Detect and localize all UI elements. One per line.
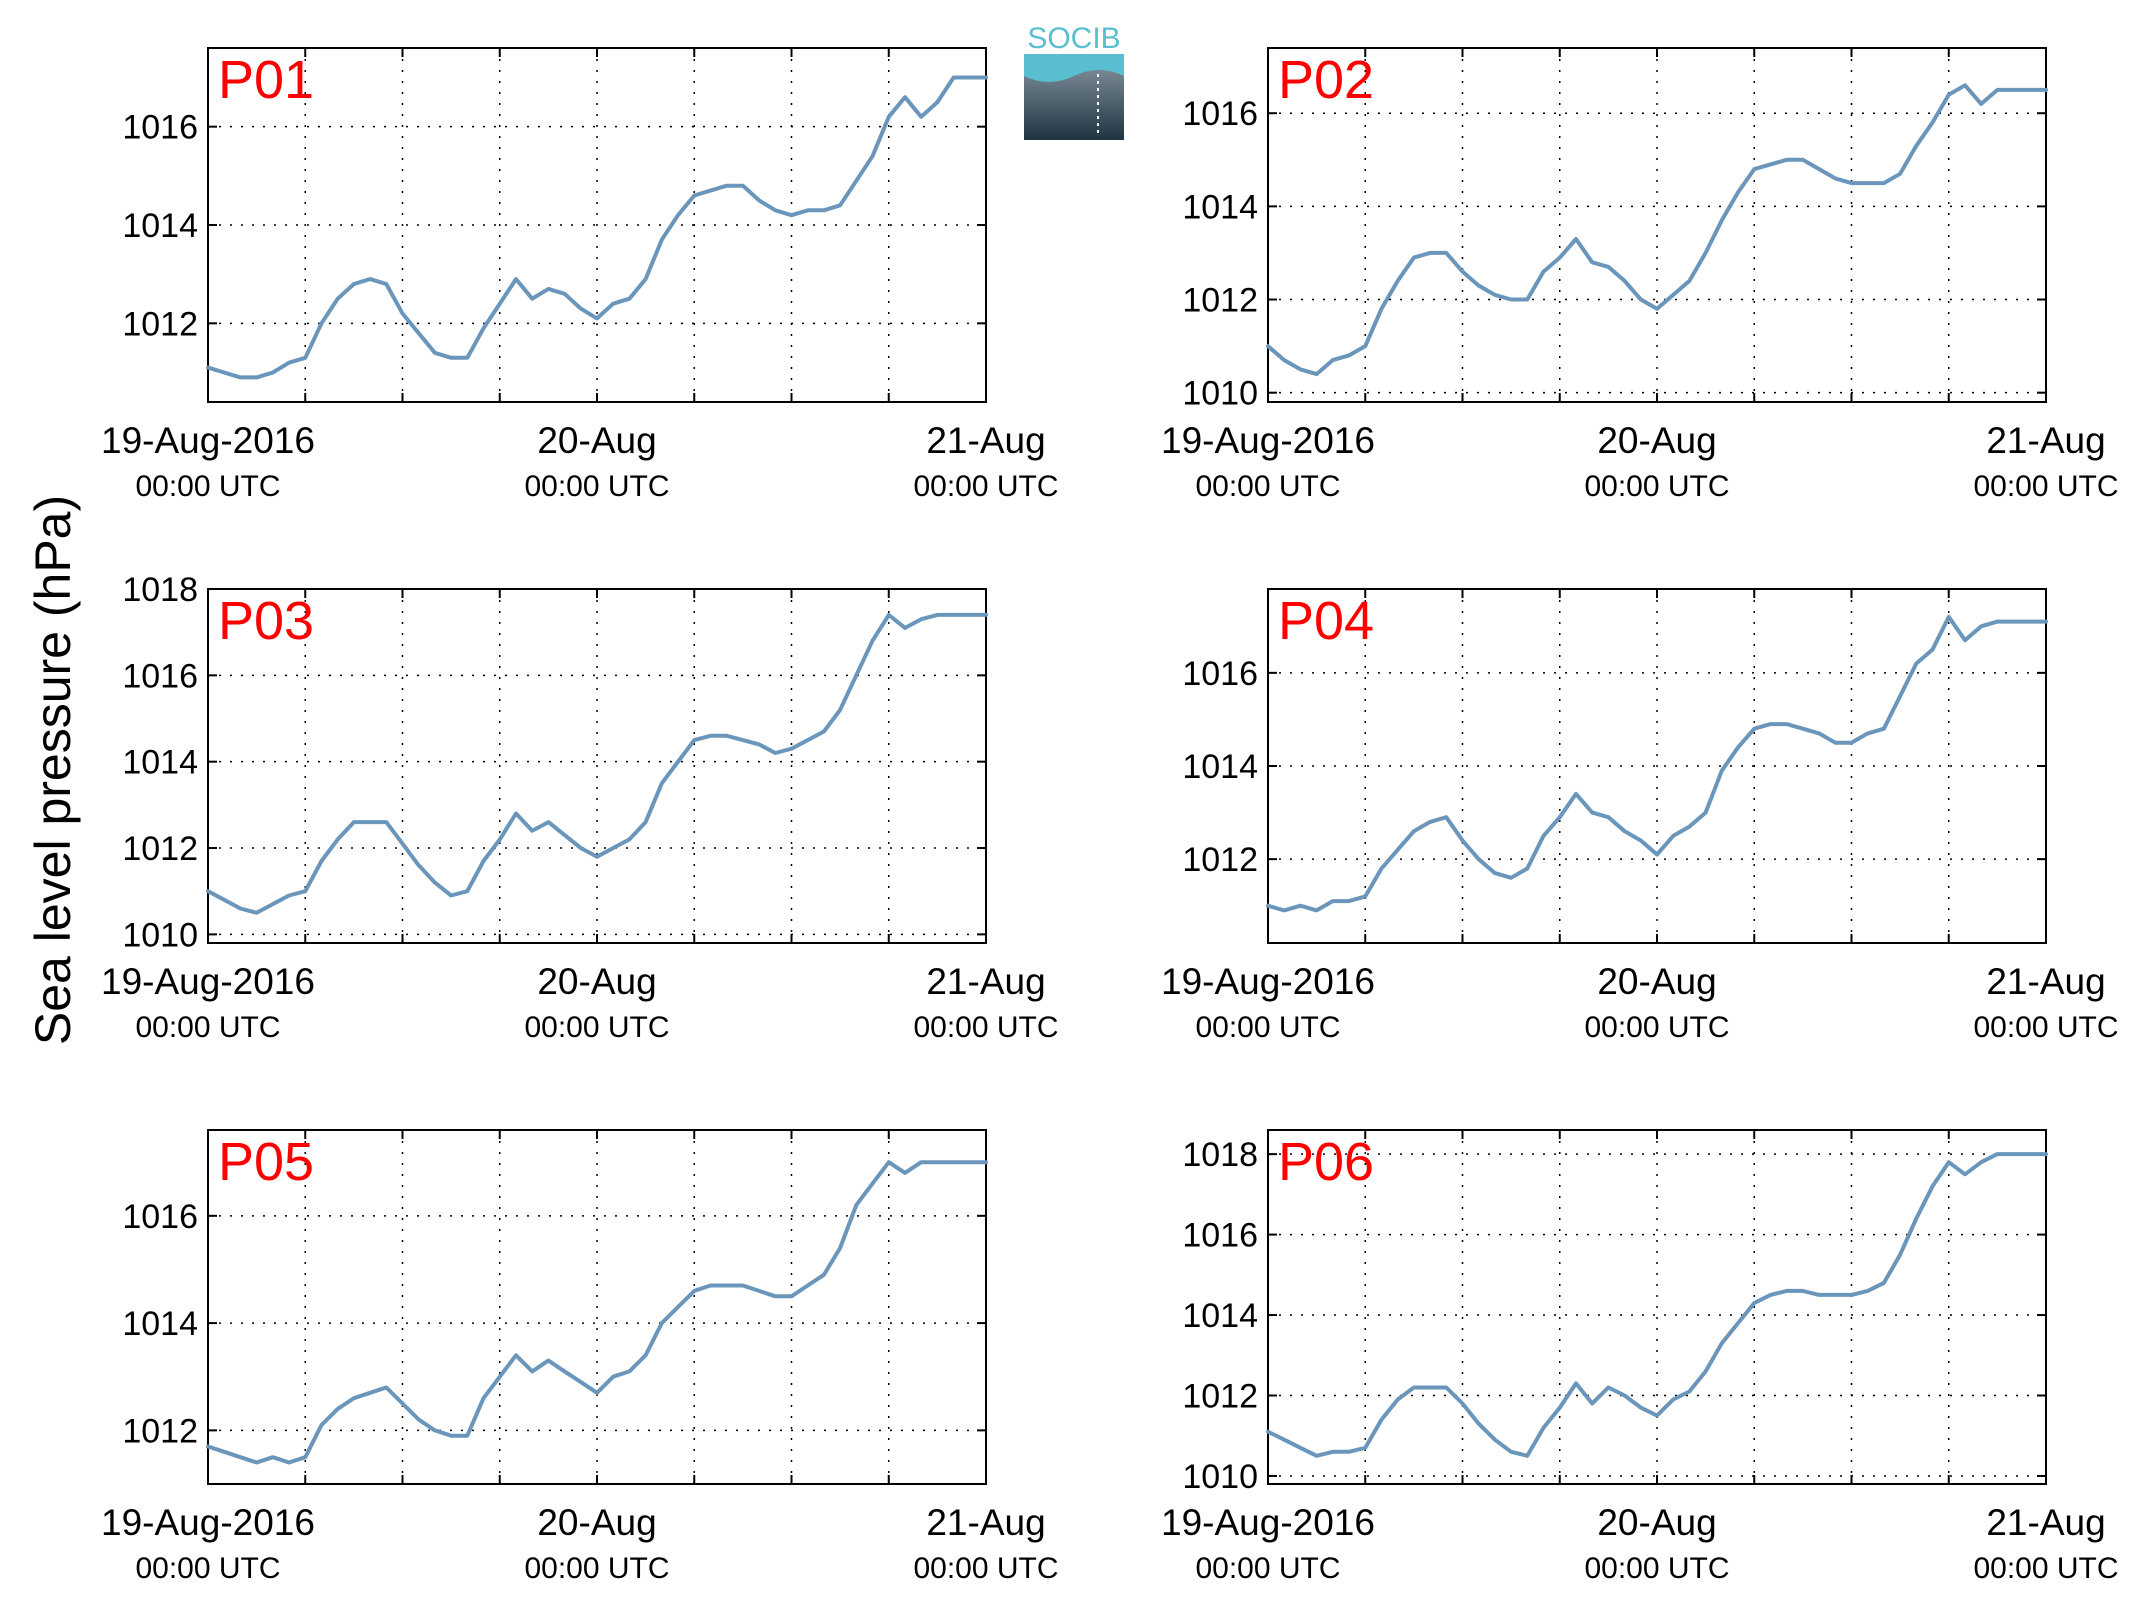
- y-tick-label: 1010: [1182, 375, 1258, 413]
- series-line: [206, 1160, 988, 1465]
- y-tick-label: 1016: [122, 1198, 198, 1236]
- x-tick-label-time: 00:00 UTC: [913, 1011, 1058, 1044]
- x-tick-label-date: 20-Aug: [537, 420, 656, 461]
- y-tick-label: 1016: [1182, 655, 1258, 693]
- panel-p05: 1012 1014 1016 19-Aug-2016 00:00 UTC 20-Aug 00…: [101, 1129, 1059, 1585]
- y-tick-label: 1012: [1182, 841, 1258, 879]
- x-tick-label-time: 00:00 UTC: [524, 1552, 669, 1585]
- x-tick-label-time: 00:00 UTC: [913, 470, 1058, 503]
- x-tick-label-date: 21-Aug: [926, 1502, 1045, 1543]
- panel-label: P05: [218, 1132, 314, 1192]
- y-tick-label: 1014: [1182, 748, 1258, 786]
- x-tick-label-date: 21-Aug: [1986, 420, 2105, 461]
- x-tick-label-date: 20-Aug: [537, 961, 656, 1002]
- x-tick-label-time: 00:00 UTC: [1973, 1552, 2118, 1585]
- x-tick-label-time: 00:00 UTC: [135, 1011, 280, 1044]
- y-tick-label: 1012: [122, 830, 198, 868]
- y-tick-label: 1016: [1182, 95, 1258, 133]
- x-tick-label-time: 00:00 UTC: [1584, 1552, 1729, 1585]
- series-line: [1266, 83, 2048, 377]
- x-tick-label-time: 00:00 UTC: [135, 470, 280, 503]
- x-tick-label-date: 21-Aug: [1986, 1502, 2105, 1543]
- logo-text: SOCIB: [1027, 22, 1120, 55]
- x-tick-label-date: 20-Aug: [1597, 420, 1716, 461]
- x-tick-label-time: 00:00 UTC: [1973, 1011, 2118, 1044]
- y-tick-label: 1018: [122, 571, 198, 609]
- x-tick-label-date: 19-Aug-2016: [101, 420, 315, 461]
- x-tick-label-time: 00:00 UTC: [913, 1552, 1058, 1585]
- series-line: [206, 612, 988, 915]
- y-tick-label: 1012: [1182, 282, 1258, 320]
- series-line: [1266, 614, 2048, 913]
- series-line: [206, 75, 988, 380]
- x-tick-label-date: 19-Aug-2016: [101, 1502, 315, 1543]
- panel-p06: 1010 1012 1014 1016 1018 19-Aug-2016 00:00 UTC…: [1161, 1129, 2119, 1585]
- y-tick-label: 1014: [1182, 188, 1258, 226]
- socib-logo: SOCIB: [1024, 22, 1124, 140]
- panel-p01: 1012 1014 1016 19-Aug-2016 00:00 UTC 20-Aug 00…: [101, 47, 1059, 503]
- x-tick-label-time: 00:00 UTC: [1195, 1011, 1340, 1044]
- panel-label: P06: [1278, 1132, 1374, 1192]
- panel-p02: 1010 1012 1014 1016 19-Aug-2016 00:00 UTC 20-A…: [1161, 47, 2119, 503]
- series-line: [1266, 1152, 2048, 1458]
- x-tick-label-time: 00:00 UTC: [1584, 1011, 1729, 1044]
- x-tick-label-date: 21-Aug: [926, 961, 1045, 1002]
- y-tick-label: 1014: [122, 1305, 198, 1343]
- x-tick-label-date: 20-Aug: [1597, 1502, 1716, 1543]
- y-tick-label: 1014: [122, 744, 198, 782]
- panel-label: P02: [1278, 50, 1374, 110]
- panel-label: P04: [1278, 591, 1374, 651]
- panel-p04: 1012 1014 1016 19-Aug-2016 00:00 UTC 20-Aug 00…: [1161, 588, 2119, 1044]
- x-tick-label-time: 00:00 UTC: [1195, 470, 1340, 503]
- x-tick-label-time: 00:00 UTC: [1195, 1552, 1340, 1585]
- y-tick-label: 1012: [1182, 1378, 1258, 1416]
- y-tick-label: 1014: [1182, 1297, 1258, 1335]
- x-tick-label-date: 21-Aug: [1986, 961, 2105, 1002]
- y-tick-label: 1018: [1182, 1136, 1258, 1174]
- x-tick-label-date: 19-Aug-2016: [1161, 1502, 1375, 1543]
- x-tick-label-date: 19-Aug-2016: [1161, 420, 1375, 461]
- y-tick-label: 1016: [122, 657, 198, 695]
- panel-p03: 1010 1012 1014 1016 1018 19-Aug-2016 00:00 UTC…: [101, 571, 1059, 1044]
- x-tick-label-date: 20-Aug: [537, 1502, 656, 1543]
- y-tick-label: 1012: [122, 1412, 198, 1450]
- y-axis-label: Sea level pressure (hPa): [25, 495, 81, 1045]
- x-tick-label-time: 00:00 UTC: [1973, 470, 2118, 503]
- x-tick-label-date: 19-Aug-2016: [1161, 961, 1375, 1002]
- y-tick-label: 1016: [1182, 1217, 1258, 1255]
- y-tick-label: 1014: [122, 207, 198, 245]
- panels: 1012 1014 1016 19-Aug-2016 00:00 UTC 20-Aug 00…: [101, 47, 2119, 1585]
- x-tick-label-time: 00:00 UTC: [524, 470, 669, 503]
- x-tick-label-date: 19-Aug-2016: [101, 961, 315, 1002]
- x-tick-label-date: 20-Aug: [1597, 961, 1716, 1002]
- y-tick-label: 1016: [122, 109, 198, 147]
- y-tick-label: 1012: [122, 305, 198, 343]
- y-tick-label: 1010: [122, 916, 198, 954]
- x-tick-label-time: 00:00 UTC: [135, 1552, 280, 1585]
- x-tick-label-time: 00:00 UTC: [1584, 470, 1729, 503]
- panel-label: P03: [218, 591, 314, 651]
- x-tick-label-time: 00:00 UTC: [524, 1011, 669, 1044]
- y-tick-label: 1010: [1182, 1458, 1258, 1496]
- x-tick-label-date: 21-Aug: [926, 420, 1045, 461]
- logo-wave: [1024, 54, 1124, 82]
- panel-label: P01: [218, 50, 314, 110]
